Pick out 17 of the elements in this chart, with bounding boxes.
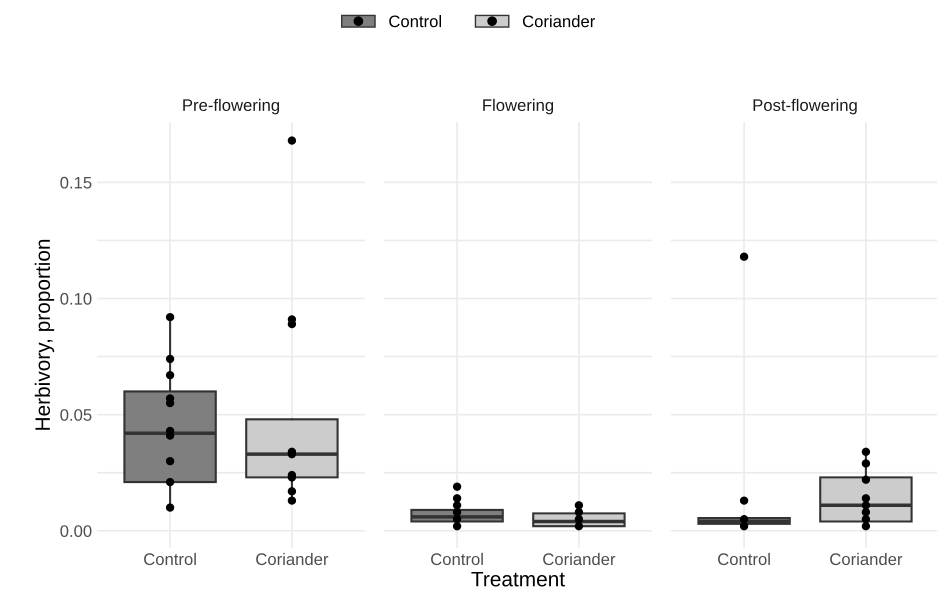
y-tick-label: 0.10 xyxy=(60,292,92,305)
y-tick-label: 0.05 xyxy=(60,409,92,421)
y-tick-label: 0.00 xyxy=(60,525,92,538)
chart-title: Pre-flowering xyxy=(183,98,280,114)
x-tick-label: Coriander xyxy=(830,552,902,566)
x-tick-label: Control xyxy=(718,552,770,566)
x-tick-label: Coriander xyxy=(256,552,328,566)
chart-title: Post-flowering xyxy=(754,98,857,114)
x-tick-label: Control xyxy=(144,552,196,566)
y-tick-label: 0.15 xyxy=(60,176,92,189)
x-tick-label: Coriander xyxy=(543,552,616,566)
y-axis-title: Herbivory, proportion xyxy=(34,240,54,430)
chart-title: Flowering xyxy=(483,98,554,114)
legend-label: Coriander xyxy=(522,15,596,28)
legend-label: Control xyxy=(389,15,441,28)
x-axis-title: Treatment xyxy=(471,572,565,586)
x-tick-label: Control xyxy=(431,552,483,566)
